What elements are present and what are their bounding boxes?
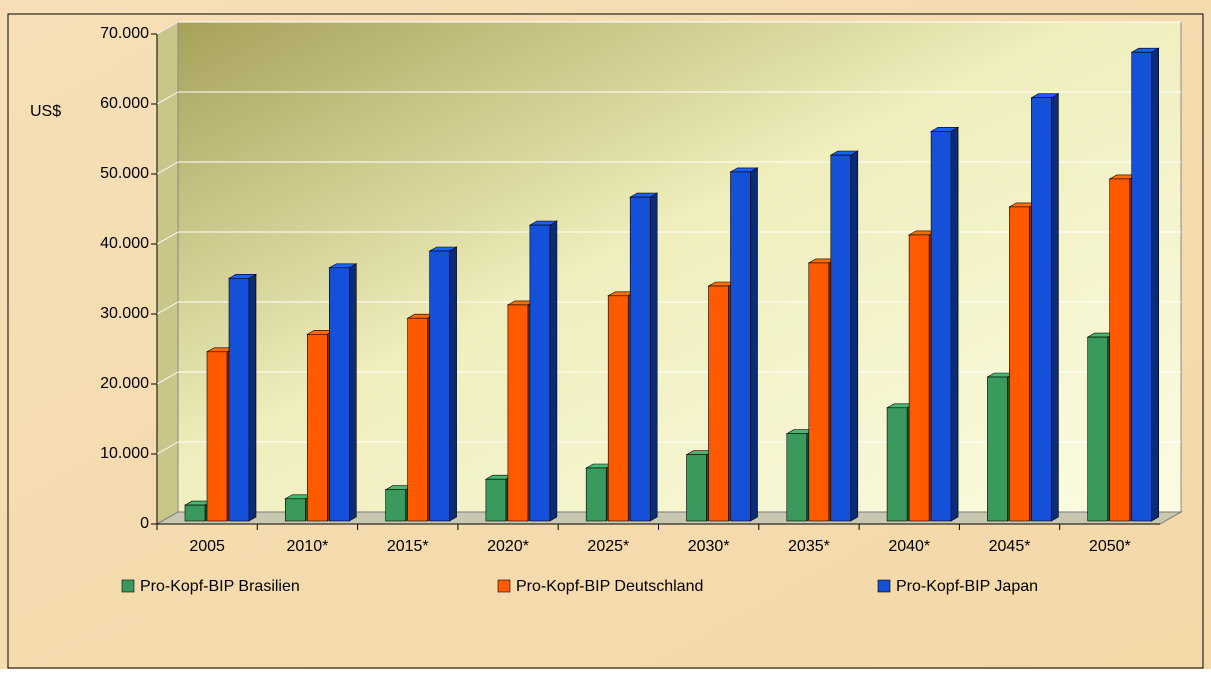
x-tick-label: 2030* xyxy=(688,538,730,555)
x-tick-label: 2020* xyxy=(487,538,529,555)
legend-label: Pro-Kopf-BIP Brasilien xyxy=(140,578,300,595)
bar xyxy=(808,262,830,522)
x-tick-label: 2040* xyxy=(888,538,930,555)
bar-side xyxy=(1151,47,1159,522)
bar xyxy=(730,171,751,522)
bar-side xyxy=(950,126,959,522)
legend-swatch xyxy=(497,579,511,593)
y-tick-label: 60.000 xyxy=(100,95,149,112)
bar xyxy=(908,234,930,522)
y-axis-label: US$ xyxy=(30,103,61,120)
bar-side xyxy=(1051,93,1059,522)
bar xyxy=(585,467,607,522)
x-tick-label: 2035* xyxy=(788,538,830,555)
x-tick-label: 2050* xyxy=(1089,538,1131,555)
bar-side xyxy=(649,192,658,522)
bar-side xyxy=(850,150,859,522)
x-tick-label: 2015* xyxy=(387,538,429,555)
x-tick-label: 2010* xyxy=(287,538,329,555)
bar xyxy=(886,407,908,522)
y-tick-label: 40.000 xyxy=(100,235,149,252)
grid-line xyxy=(156,161,179,175)
y-tick-label: 50.000 xyxy=(100,165,149,182)
y-tick-label: 30.000 xyxy=(100,305,149,322)
bar-side xyxy=(348,263,357,522)
bar xyxy=(385,489,406,522)
bar xyxy=(930,131,952,522)
bar xyxy=(407,317,428,522)
frame xyxy=(7,13,1204,669)
legend-swatch xyxy=(121,579,135,593)
bar xyxy=(786,433,808,522)
bar xyxy=(485,478,507,522)
legend-label: Pro-Kopf-BIP Japan xyxy=(896,578,1038,595)
bar xyxy=(306,333,328,522)
bar xyxy=(607,295,629,522)
bar xyxy=(284,498,306,522)
bar xyxy=(1087,336,1108,522)
y-tick-label: 10.000 xyxy=(100,445,149,462)
bar xyxy=(1009,206,1030,522)
bar xyxy=(228,277,250,522)
bar-side xyxy=(750,167,758,522)
x-tick-label: 2045* xyxy=(989,538,1031,555)
bar-side xyxy=(549,220,558,522)
bar xyxy=(830,154,852,522)
bar xyxy=(708,285,729,522)
y-tick-label: 20.000 xyxy=(100,375,149,392)
grid-line xyxy=(156,91,179,105)
y-tick-label: 0 xyxy=(140,515,149,532)
bar xyxy=(184,504,206,522)
bar xyxy=(1131,51,1152,522)
grid-line xyxy=(156,441,179,455)
side-wall xyxy=(156,21,179,525)
grid-line xyxy=(156,231,179,245)
bar xyxy=(507,304,529,522)
legend-swatch xyxy=(877,579,891,593)
bar xyxy=(529,224,551,522)
grid-line xyxy=(156,371,179,385)
bar xyxy=(987,376,1008,522)
bar-side xyxy=(449,246,457,522)
bar xyxy=(629,196,651,522)
bar xyxy=(429,250,450,522)
y-tick-label: 70.000 xyxy=(100,25,149,42)
legend-label: Pro-Kopf-BIP Deutschland xyxy=(516,578,703,595)
x-tick-label: 2025* xyxy=(587,538,629,555)
grid-line xyxy=(156,21,179,35)
bar xyxy=(1109,178,1130,522)
grid-line xyxy=(156,301,179,315)
bar xyxy=(328,267,350,522)
x-tick-label: 2005 xyxy=(189,538,225,555)
bar-side xyxy=(248,273,257,522)
bar xyxy=(1031,97,1052,522)
bar xyxy=(206,351,228,522)
bar xyxy=(686,454,707,522)
